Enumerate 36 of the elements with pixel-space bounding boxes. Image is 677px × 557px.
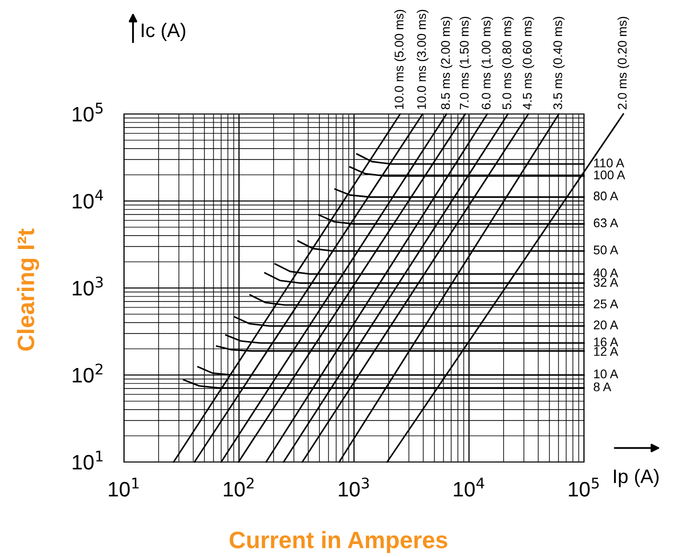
y-axis-title: Clearing I²t xyxy=(16,228,40,351)
x-tick-label: 10$^{3}$ xyxy=(338,478,369,497)
series-label: 63 A xyxy=(594,218,618,228)
text: 4.5 ms (0.60 ms) xyxy=(522,16,534,110)
text: Ic (A) xyxy=(142,22,186,42)
series-label: 20 A xyxy=(594,320,618,330)
x-tick-label: 10$^{2}$ xyxy=(224,478,254,497)
series-label: 12 A xyxy=(594,347,618,356)
x-tick-label: 10$^{5}$ xyxy=(568,478,599,497)
y-tick-label: 10$^{4}$ xyxy=(72,190,104,209)
series-label: 50 A xyxy=(594,246,618,254)
series-label: 10 A xyxy=(594,370,618,378)
series-label: 100 A xyxy=(594,170,626,180)
text: 3.5 ms (0.40 ms) xyxy=(552,16,565,110)
y-tick-label: 10$^{2}$ xyxy=(72,364,102,383)
y-tick-label: 10$^{3}$ xyxy=(72,276,103,296)
text: 2.0 ms (0.20 ms) xyxy=(617,16,630,110)
x-axis-title: Current in Amperes xyxy=(230,530,448,554)
series-label: 25 A xyxy=(594,299,618,308)
x-tick-label: 10$^{1}$ xyxy=(108,478,139,497)
text: 10.0 ms (3.00 ms) xyxy=(416,10,428,109)
text: 7.0 ms (1.50 ms) xyxy=(459,16,472,110)
series-label: 40 A xyxy=(593,268,618,278)
text: 6.0 ms (1.00 ms) xyxy=(481,16,494,110)
text: 10.0 ms (5.00 ms) xyxy=(394,10,406,109)
series-label: 110 A xyxy=(594,158,624,168)
series-label: 32 A xyxy=(594,278,618,287)
y-tick-label: 10$^{5}$ xyxy=(72,102,103,122)
y-tick-label: 10$^{1}$ xyxy=(72,450,103,470)
series-label: 8 A xyxy=(594,382,612,392)
text: Ip (A) xyxy=(614,468,659,488)
text: 8.5 ms (2.00 ms) xyxy=(440,16,452,110)
text: 5.0 ms (0.80 ms) xyxy=(502,16,514,110)
series-label: 16 A xyxy=(594,338,618,346)
x-tick-label: 10$^{4}$ xyxy=(454,478,484,497)
series-label: 80 A xyxy=(594,192,618,200)
